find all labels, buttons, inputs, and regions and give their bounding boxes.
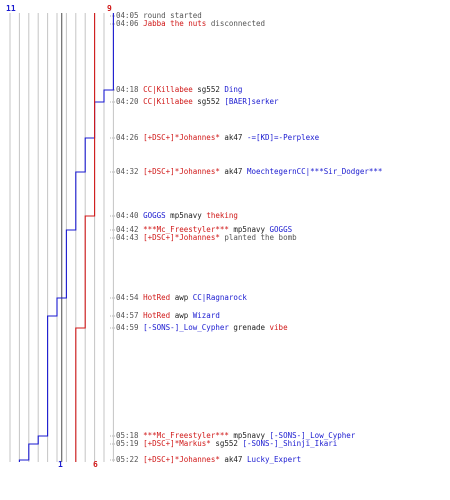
event-killer: ***Mc_Freestyler*** (143, 431, 229, 440)
event-row: 04:32 [+DSC+]*Johannes* ak47 Moechtegern… (116, 167, 382, 176)
event-weapon: ak47 (219, 167, 247, 176)
event-victim: GOGGS (269, 225, 293, 234)
event-row: 04:18 CC|Killabee sg552 Ding (116, 85, 242, 94)
event-victim: [-SONS-]_Low_Cypher (269, 431, 356, 440)
event-victim: Lucky_Expert (246, 455, 302, 464)
event-killer: [+DSC+]*Johannes* (143, 167, 220, 176)
event-player: [+DSC+]*Johannes* (143, 233, 220, 242)
event-text: disconnected (206, 19, 266, 28)
event-weapon: grenade (228, 323, 270, 332)
event-time: 05:18 (116, 431, 144, 440)
event-victim: CC|Ragnarock (192, 293, 247, 302)
event-victim: Ding (224, 85, 243, 94)
ct-alive-line (18, 13, 114, 462)
event-weapon: sg552 (210, 439, 243, 448)
event-killer: [+DSC+]*Johannes* (143, 133, 220, 142)
event-victim: Wizard (192, 311, 220, 320)
event-time: 04:59 (116, 323, 144, 332)
event-weapon: mp5navy (228, 225, 270, 234)
event-row: 04:54 HotRed awp CC|Ragnarock (116, 293, 247, 302)
event-killer: HotRed (143, 293, 171, 302)
event-row: 04:26 [+DSC+]*Johannes* ak47 -=[KD]=-Per… (116, 133, 319, 142)
event-killer: [-SONS-]_Low_Cypher (143, 323, 229, 332)
event-weapon: ak47 (219, 455, 247, 464)
event-killer: GOGGS (143, 211, 166, 220)
event-killer: [+DSC+]*Markus* (143, 439, 211, 448)
event-victim: -=[KD]=-Perplexe (246, 133, 320, 142)
event-row: 04:43 [+DSC+]*Johannes* planted the bomb (116, 233, 297, 242)
event-row: 04:06 Jabba the nuts disconnected (116, 19, 265, 28)
event-killer: [+DSC+]*Johannes* (143, 455, 220, 464)
t-end-count: 6 (93, 460, 98, 469)
event-time: 04:32 (116, 167, 144, 176)
event-row: 05:18 ***Mc_Freestyler*** mp5navy [-SONS… (116, 431, 355, 440)
event-text: round started (143, 11, 202, 20)
event-row: 05:22 [+DSC+]*Johannes* ak47 Lucky_Exper… (116, 455, 301, 464)
event-text: planted the bomb (219, 233, 297, 242)
event-row: 05:19 [+DSC+]*Markus* sg552 [-SONS-]_Shi… (116, 439, 337, 448)
event-time: 04:05 (116, 11, 144, 20)
event-weapon: sg552 (192, 97, 225, 106)
event-time: 04:57 (116, 311, 144, 320)
event-victim: [BAER]serker (224, 97, 279, 106)
event-victim: vibe (269, 323, 288, 332)
event-row: 04:40 GOGGS mp5navy theking (116, 211, 238, 220)
event-weapon: awp (170, 293, 193, 302)
event-time: 04:20 (116, 97, 144, 106)
event-weapon: mp5navy (228, 431, 270, 440)
event-victim: theking (206, 211, 238, 220)
event-row: 04:20 CC|Killabee sg552 [BAER]serker (116, 97, 279, 106)
event-time: 04:26 (116, 133, 144, 142)
event-row: 04:57 HotRed awp Wizard (116, 311, 220, 320)
event-time: 05:22 (116, 455, 144, 464)
event-weapon: sg552 (192, 85, 225, 94)
event-time: 04:54 (116, 293, 144, 302)
event-victim: [-SONS-]_Shinji_Ikari (242, 439, 338, 448)
event-killer: CC|Killabee (143, 97, 193, 106)
event-weapon: awp (170, 311, 193, 320)
event-killer: CC|Killabee (143, 85, 193, 94)
event-killer: ***Mc_Freestyler*** (143, 225, 229, 234)
event-row: 04:05 round started (116, 11, 202, 20)
t-start-count: 9 (107, 4, 112, 13)
event-killer: HotRed (143, 311, 171, 320)
event-time: 04:18 (116, 85, 144, 94)
ct-end-count: 1 (58, 460, 63, 469)
event-time: 04:43 (116, 233, 144, 242)
ct-start-count: 11 (6, 4, 16, 13)
event-row: 04:42 ***Mc_Freestyler*** mp5navy GOGGS (116, 225, 292, 234)
event-time: 04:40 (116, 211, 144, 220)
event-time: 04:42 (116, 225, 144, 234)
event-time: 05:19 (116, 439, 144, 448)
t-alive-line (75, 13, 96, 462)
event-row: 04:59 [-SONS-]_Low_Cypher grenade vibe (116, 323, 288, 332)
event-player: Jabba the nuts (143, 19, 207, 28)
event-time: 04:06 (116, 19, 144, 28)
event-weapon: ak47 (219, 133, 247, 142)
event-victim: MoechtegernCC|***Sir_Dodger*** (246, 167, 383, 176)
event-weapon: mp5navy (165, 211, 207, 220)
